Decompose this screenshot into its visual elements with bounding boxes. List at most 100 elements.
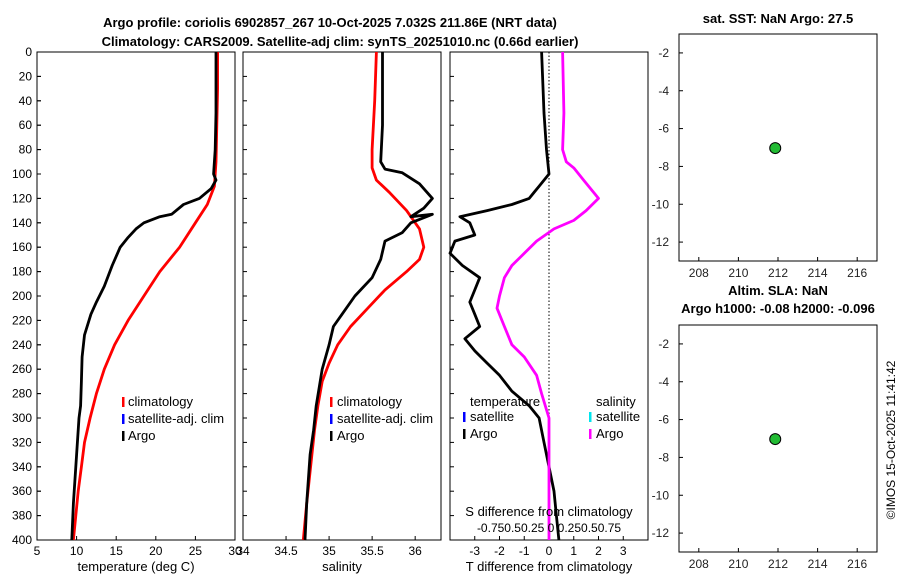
profile-location-marker [769, 433, 782, 446]
x-tick-label: 30 [228, 544, 242, 558]
x-tick-label: 35 [322, 544, 336, 558]
temperature-legend: climatology satellite-adj. clim Argo [122, 394, 224, 443]
depth-tick-label: 260 [12, 362, 32, 376]
temperature-plot: 5 10 15 20 25 30 [34, 51, 242, 558]
x-tick-label: 216 [847, 266, 867, 280]
legend-label-temp-satellite: satellite [470, 409, 514, 424]
profile-location-marker [769, 142, 782, 155]
temperature-panel [36, 51, 236, 541]
legend-swatch-climatology [122, 397, 125, 407]
legend-swatch-temp-argo [463, 429, 466, 439]
y-tick-label: -2 [658, 337, 669, 351]
x-tick-label: 34.5 [274, 544, 298, 558]
depth-tick-label: 140 [12, 216, 32, 230]
salinity-legend: climatology satellite-adj. clim Argo [330, 394, 433, 443]
x-tick-label: 25 [189, 544, 203, 558]
depth-tick-label: 120 [12, 191, 32, 205]
depth-tick-label: 160 [12, 240, 32, 254]
x-tick-label: 210 [728, 266, 748, 280]
depth-tick-label: 220 [12, 313, 32, 327]
legend-label-climatology: climatology [337, 394, 403, 409]
depth-tick-label: 280 [12, 387, 32, 401]
salinity-xlabel: salinity [322, 559, 362, 574]
difference-legend: temperature salinity satellite Argo sate… [463, 394, 640, 441]
altim-sla-title: Altim. SLA: NaN [728, 283, 828, 298]
x-tick-label: 15 [110, 544, 124, 558]
legend-label-satellite: satellite-adj. clim [128, 411, 224, 426]
legend-label-satellite: satellite-adj. clim [337, 411, 433, 426]
legend-label-climatology: climatology [128, 394, 194, 409]
x-tick-label: 20 [149, 544, 163, 558]
depth-tick-label: 340 [12, 460, 32, 474]
x-tick-label: 0 [546, 544, 553, 558]
legend-swatch-satellite [330, 414, 333, 424]
y-tick-label: -8 [658, 450, 669, 464]
altim-sla-plot: 208 210 212 214 216 -2 -4 -6 -8 -10 -12 [652, 337, 868, 571]
figure-title-line1: Argo profile: coriolis 6902857_267 10-Oc… [103, 15, 557, 30]
x-tick-label: 210 [728, 557, 748, 571]
y-tick-label: -8 [658, 159, 669, 173]
y-tick-label: -12 [652, 526, 670, 540]
depth-tick-label: 240 [12, 338, 32, 352]
x-tick-label: 212 [768, 266, 788, 280]
x-tick-label: 214 [808, 557, 828, 571]
salinity-argo-line [495, 51, 600, 540]
legend-label-sal-argo: Argo [596, 426, 623, 441]
legend-swatch-satellite [122, 414, 125, 424]
x-tick-label: 10 [70, 544, 84, 558]
salinity-plot: 34 34.5 35 35.5 36 [236, 51, 434, 558]
climatology-line [72, 52, 219, 541]
difference-top-ticks: -0.750.50.25 0 0.250.50.75 [477, 521, 621, 535]
x-tick-label: 36 [408, 544, 422, 558]
x-tick-label: 208 [689, 557, 709, 571]
legend-swatch-climatology [330, 397, 333, 407]
legend-swatch-sal-satellite [589, 412, 592, 422]
y-tick-label: -10 [652, 488, 670, 502]
x-tick-label: 212 [768, 557, 788, 571]
legend-label-argo: Argo [337, 428, 364, 443]
legend-header-salinity: salinity [596, 394, 636, 409]
depth-tick-label: 80 [19, 143, 33, 157]
depth-axis: 0 20 40 60 80 100 120 140 160 180 200 220 240 260 280 3… [12, 45, 41, 547]
difference-top-label: S difference from climatology [465, 504, 633, 519]
y-tick-label: -12 [652, 235, 670, 249]
legend-swatch-argo [122, 431, 125, 441]
temperature-argo-line [448, 51, 561, 541]
depth-tick-label: 100 [12, 167, 32, 181]
y-tick-label: -6 [658, 413, 669, 427]
legend-swatch-sal-argo [589, 429, 592, 439]
argo-line [303, 52, 434, 541]
depth-tick-label: 200 [12, 289, 32, 303]
legend-header-temperature: temperature [470, 394, 540, 409]
legend-swatch-argo [330, 431, 333, 441]
difference-xlabel: T difference from climatology [466, 559, 633, 574]
depth-tick-label: 380 [12, 509, 32, 523]
depth-tick-label: 40 [19, 94, 33, 108]
x-tick-label: 2 [595, 544, 602, 558]
depth-tick-label: 400 [12, 533, 32, 547]
x-tick-label: 1 [570, 544, 577, 558]
y-tick-label: -2 [658, 46, 669, 60]
legend-label-sal-satellite: satellite [596, 409, 640, 424]
depth-tick-label: 0 [25, 45, 32, 59]
sat-sst-title: sat. SST: NaN Argo: 27.5 [703, 11, 854, 26]
x-tick-label: 3 [620, 544, 627, 558]
temperature-xlabel: temperature (deg C) [77, 559, 194, 574]
y-tick-label: -10 [652, 197, 670, 211]
climatology-line [301, 51, 426, 541]
timestamp: ©IMOS 15-Oct-2025 11:41:42 [884, 360, 898, 519]
legend-label-argo: Argo [128, 428, 155, 443]
x-tick-label: 35.5 [360, 544, 384, 558]
depth-tick-label: 300 [12, 411, 32, 425]
x-tick-label: -1 [519, 544, 530, 558]
x-tick-label: -2 [494, 544, 505, 558]
legend-swatch-temp-satellite [463, 412, 466, 422]
y-tick-label: -4 [658, 84, 669, 98]
figure-title-line2: Climatology: CARS2009. Satellite-adj cli… [102, 34, 579, 49]
x-tick-label: 214 [808, 266, 828, 280]
x-tick-label: 34 [236, 544, 250, 558]
difference-plot: -3 -2 -1 0 1 2 3 [448, 51, 627, 558]
depth-tick-label: 20 [19, 69, 33, 83]
sat-sst-plot: 208 210 212 214 216 -2 -4 -6 -8 -10 -12 [652, 46, 868, 280]
